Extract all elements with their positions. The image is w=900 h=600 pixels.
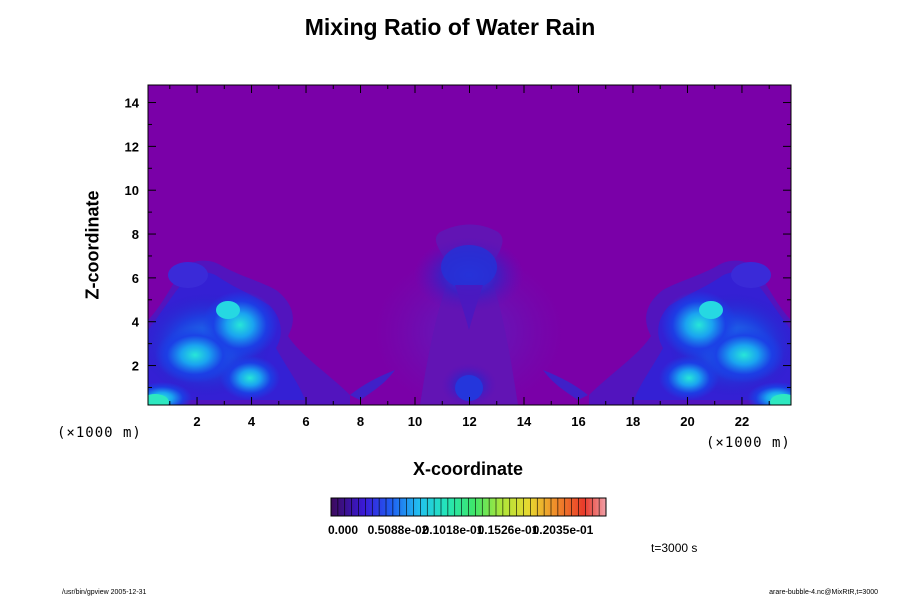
x-tick-label: 18	[626, 414, 640, 429]
x-tick-label: 6	[302, 414, 309, 429]
colorbar-label: 0.1018e-01	[423, 523, 484, 537]
heatmap-field	[148, 85, 791, 405]
x-tick-label: 14	[517, 414, 532, 429]
x-tick-label: 10	[408, 414, 422, 429]
x-tick-label: 12	[462, 414, 476, 429]
x-tick-label: 22	[735, 414, 749, 429]
colorbar-label: 0.1526e-01	[478, 523, 539, 537]
colorbar: 0.000 0.5088e-020.1018e-010.1526e-010.203…	[328, 497, 607, 537]
x-tick-label: 16	[571, 414, 585, 429]
y-tick-label: 4	[132, 315, 140, 330]
y-tick-label: 10	[125, 183, 139, 198]
x-axis-unit: (×1000 m)	[706, 435, 791, 451]
colorbar-label: 0.2035e-01	[533, 523, 594, 537]
time-label: t=3000 s	[651, 541, 698, 555]
x-tick-label: 4	[248, 414, 256, 429]
x-axis-label: X-coordinate	[412, 459, 523, 479]
colorbar-frame	[330, 497, 607, 517]
y-tick-label: 14	[125, 96, 140, 111]
footer-command: /usr/bin/gpview 2005-12-31	[62, 589, 147, 596]
footer-source: arare-bubble-4.nc@MixRtR,t=3000	[769, 589, 878, 596]
x-tick-label: 8	[357, 414, 364, 429]
y-tick-label: 6	[132, 271, 139, 286]
y-axis-label: Z-coordinate	[82, 190, 103, 300]
y-tick-label: 8	[132, 227, 139, 242]
y-axis-unit: (×1000 m)	[57, 425, 142, 441]
y-tick-label: 12	[125, 139, 139, 154]
colorbar-label: 0.5088e-02	[368, 523, 429, 537]
y-tick-label: 2	[132, 359, 139, 374]
colorbar-label: 0.000	[328, 523, 358, 537]
x-tick-label: 2	[193, 414, 200, 429]
chart-title: Mixing Ratio of Water Rain	[304, 14, 596, 40]
x-tick-label: 20	[680, 414, 694, 429]
